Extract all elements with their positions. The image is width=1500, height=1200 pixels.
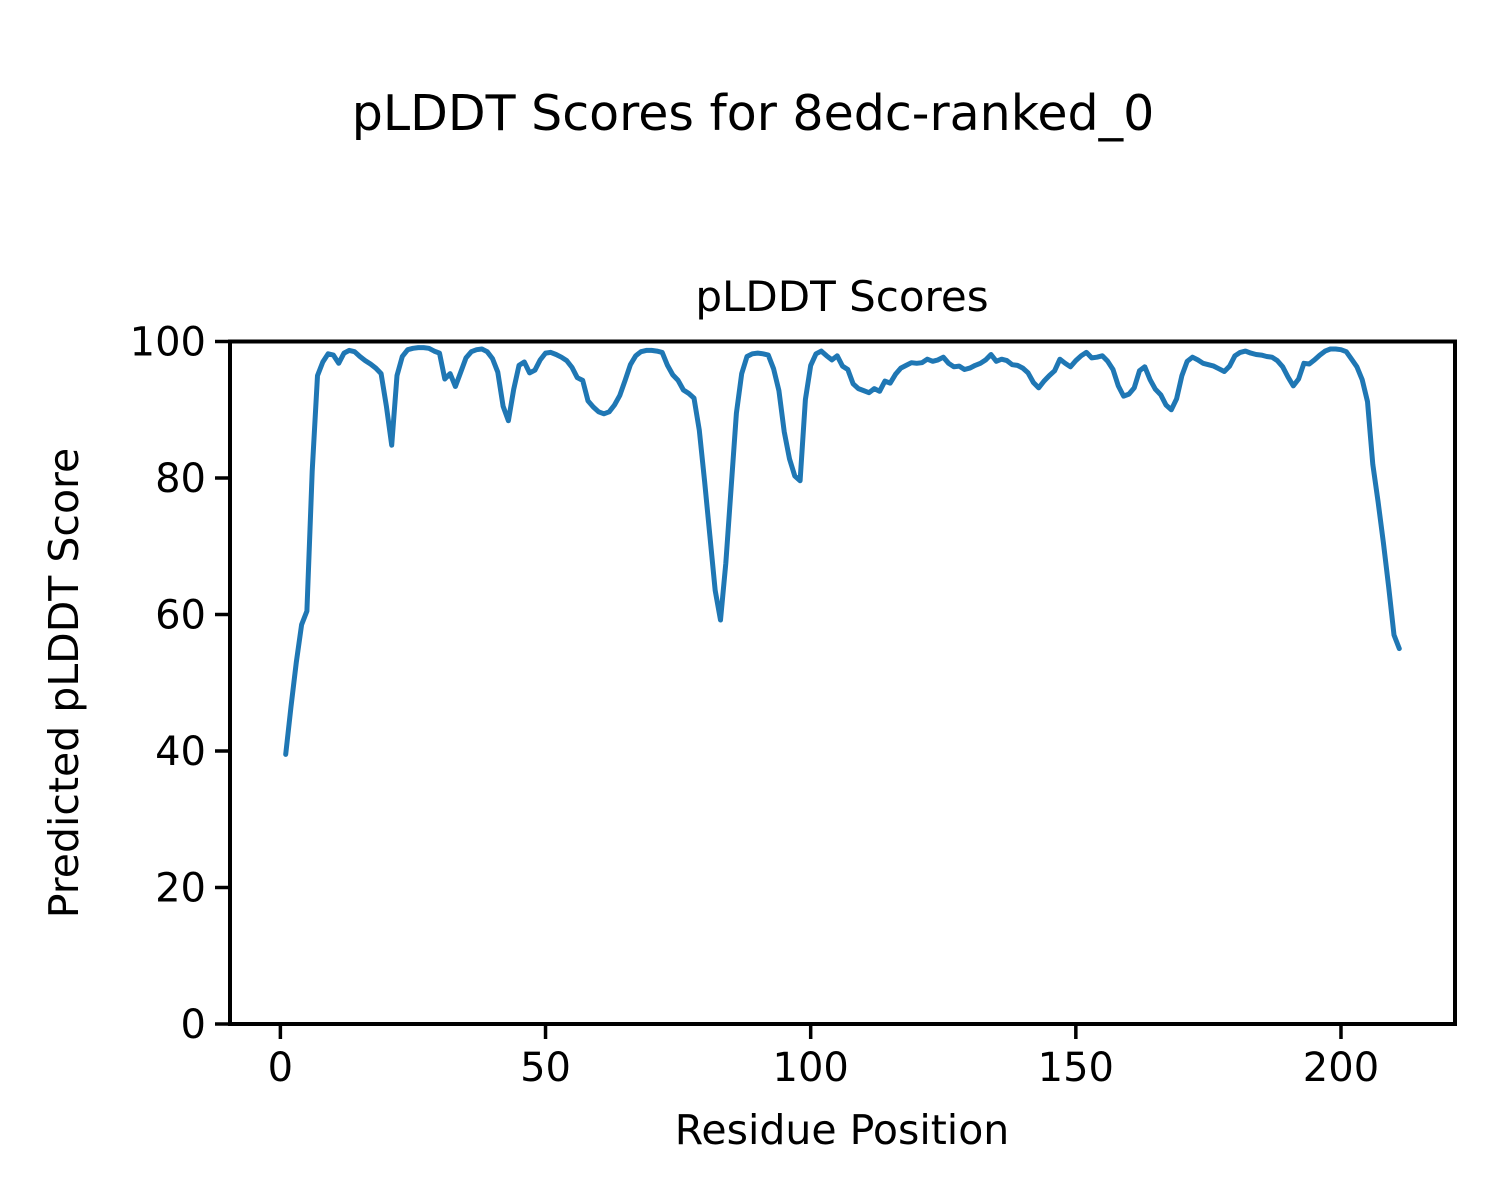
y-tick-label: 40 [155,729,206,775]
x-axis-label: Residue Position [675,1106,1010,1154]
axes-spines [228,339,1457,1026]
x-tick-label: 100 [773,1045,849,1091]
x-tick-label: 150 [1038,1045,1114,1091]
y-tick-label: 80 [155,456,206,502]
figure-suptitle: pLDDT Scores for 8edc-ranked_0 [352,85,1155,142]
x-tick-label: 200 [1303,1045,1379,1091]
plddt-series-line [283,345,1402,757]
axes-title: pLDDT Scores [695,272,988,321]
x-tick-label: 0 [268,1045,293,1091]
axes-background [230,341,1455,1024]
y-tick-label: 60 [155,593,206,639]
plot-area: 0 50 100 150 200 0 20 40 60 80 100 [130,320,1457,1091]
x-tick-label: 50 [520,1045,571,1091]
y-axis-label: Predicted pLDDT Score [40,448,88,918]
y-tick-label: 0 [181,1002,206,1048]
y-tick-label: 100 [130,320,206,366]
y-tick-label: 20 [155,866,206,912]
